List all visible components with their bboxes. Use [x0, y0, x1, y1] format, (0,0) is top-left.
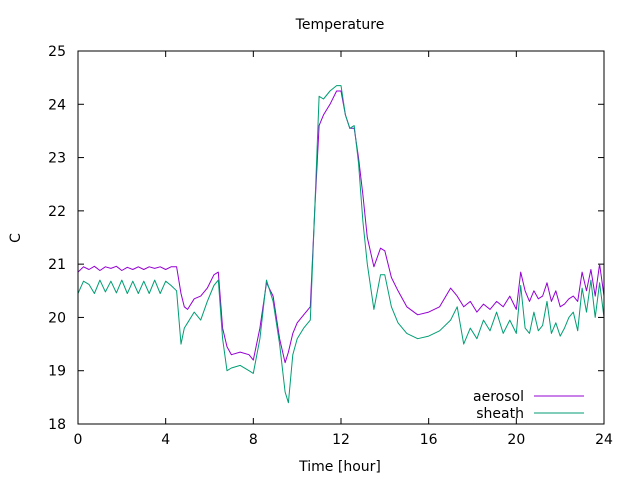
legend-label-sheath: sheath: [476, 406, 524, 422]
y-tick-label: 24: [48, 97, 66, 113]
series-line-aerosol: [77, 90, 605, 364]
y-tick-label: 21: [48, 257, 66, 273]
y-tick-label: 25: [48, 44, 66, 60]
y-tick-label: 18: [48, 417, 66, 433]
x-tick-label: 24: [595, 432, 613, 448]
y-tick-label: 23: [48, 151, 66, 167]
y-tick-label: 22: [48, 204, 66, 220]
axis-ticks: 0 4 8 12 16 20 24 18 19 20 21 22 23 24 25: [48, 44, 613, 448]
x-tick-label: 8: [249, 432, 258, 448]
x-tick-label: 20: [507, 432, 525, 448]
x-tick-label: 16: [420, 432, 438, 448]
series-layer: [77, 85, 605, 404]
y-axis-label: C: [8, 233, 24, 243]
y-tick-label: 19: [48, 364, 66, 380]
y-tick-label: 20: [48, 310, 66, 326]
x-tick-label: 4: [161, 432, 170, 448]
x-tick-label: 0: [74, 432, 83, 448]
legend-label-aerosol: aerosol: [473, 389, 524, 405]
plot-frame: [77, 50, 605, 425]
chart-title: Temperature: [295, 17, 385, 33]
x-axis-label: Time [hour]: [298, 459, 381, 475]
x-tick-label: 12: [332, 432, 350, 448]
series-line-sheath: [77, 85, 605, 404]
